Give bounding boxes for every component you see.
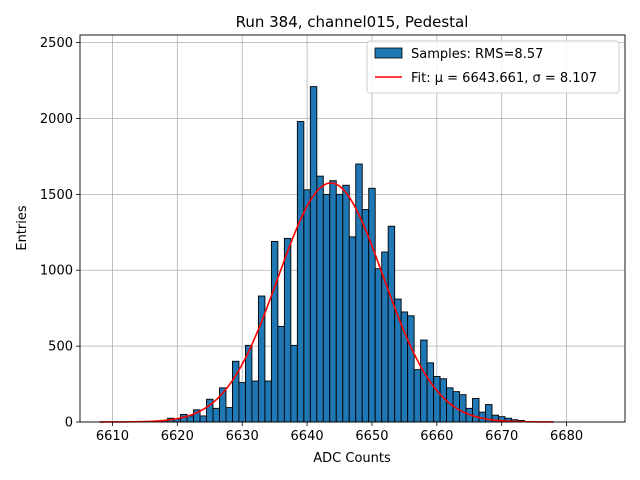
x-tick-label: 6640: [291, 429, 324, 444]
histogram-bar: [309, 86, 318, 423]
histogram-bar: [361, 209, 370, 423]
histogram-bar: [433, 376, 441, 423]
histogram-bar: [270, 240, 279, 423]
x-axis-label: ADC Counts: [313, 451, 391, 466]
histogram-bar: [459, 394, 467, 423]
x-tick-label: 6630: [226, 429, 259, 444]
histogram-bar: [251, 380, 259, 423]
histogram-bar: [199, 415, 207, 423]
histogram-bar: [316, 175, 324, 423]
histogram-bar: [264, 380, 272, 423]
gaussian-fit-curve: [99, 182, 554, 423]
legend-box: [366, 40, 620, 94]
histogram-bar: [355, 163, 363, 423]
histogram-bar: [413, 369, 422, 423]
histogram-bar: [348, 236, 357, 423]
x-tick-label: 6650: [355, 429, 388, 444]
histogram-bar: [342, 184, 350, 423]
histogram-bar: [368, 187, 376, 423]
histogram-bar: [426, 362, 435, 423]
histogram-bar: [407, 315, 415, 423]
histogram-bar: [277, 325, 285, 423]
chart-title: Run 384, channel015, Pedestal: [236, 13, 469, 31]
y-tick-label: 2500: [40, 36, 73, 51]
histogram-bar: [322, 193, 331, 423]
histogram-bar: [238, 382, 246, 423]
legend: Samples: RMS=8.57 Fit: μ = 6643.661, σ =…: [366, 40, 620, 94]
histogram-bar: [329, 180, 337, 423]
plot-frame: [79, 34, 626, 423]
histogram-bar: [335, 193, 344, 423]
x-tick-label: 6670: [485, 429, 518, 444]
x-tick-label: 6620: [161, 429, 194, 444]
histogram-bar: [212, 407, 220, 423]
y-tick-label: 500: [48, 340, 73, 355]
legend-label-fit: Fit: μ = 6643.661, σ = 8.107: [411, 71, 597, 86]
histogram-bar: [225, 407, 233, 423]
histogram-bar: [374, 268, 383, 423]
y-tick-label: 1000: [40, 264, 73, 279]
histogram-bar: [420, 339, 428, 423]
histogram-bar: [283, 237, 292, 423]
histogram-bar: [472, 398, 480, 423]
y-tick-label: 0: [65, 416, 73, 431]
legend-swatch-samples: [374, 47, 403, 59]
histogram-bar: [381, 251, 389, 423]
histogram-bars: [154, 86, 525, 423]
y-tick-label: 2000: [40, 112, 73, 127]
histogram-bar: [387, 225, 396, 423]
x-tick-label: 6610: [96, 429, 129, 444]
histogram-bar: [296, 121, 305, 423]
histogram-bar: [290, 344, 298, 423]
y-axis-ticks: 0 500 1000 1500 2000 2500: [40, 36, 80, 431]
histogram-bar: [303, 189, 311, 423]
x-axis-ticks: 6610 6620 6630 6640 6650 6660 6670 6680: [96, 422, 583, 444]
x-tick-label: 6660: [420, 429, 453, 444]
y-axis-label: Entries: [15, 205, 30, 251]
legend-label-samples: Samples: RMS=8.57: [411, 47, 543, 62]
y-tick-label: 1500: [40, 188, 73, 203]
x-tick-label: 6680: [550, 429, 583, 444]
